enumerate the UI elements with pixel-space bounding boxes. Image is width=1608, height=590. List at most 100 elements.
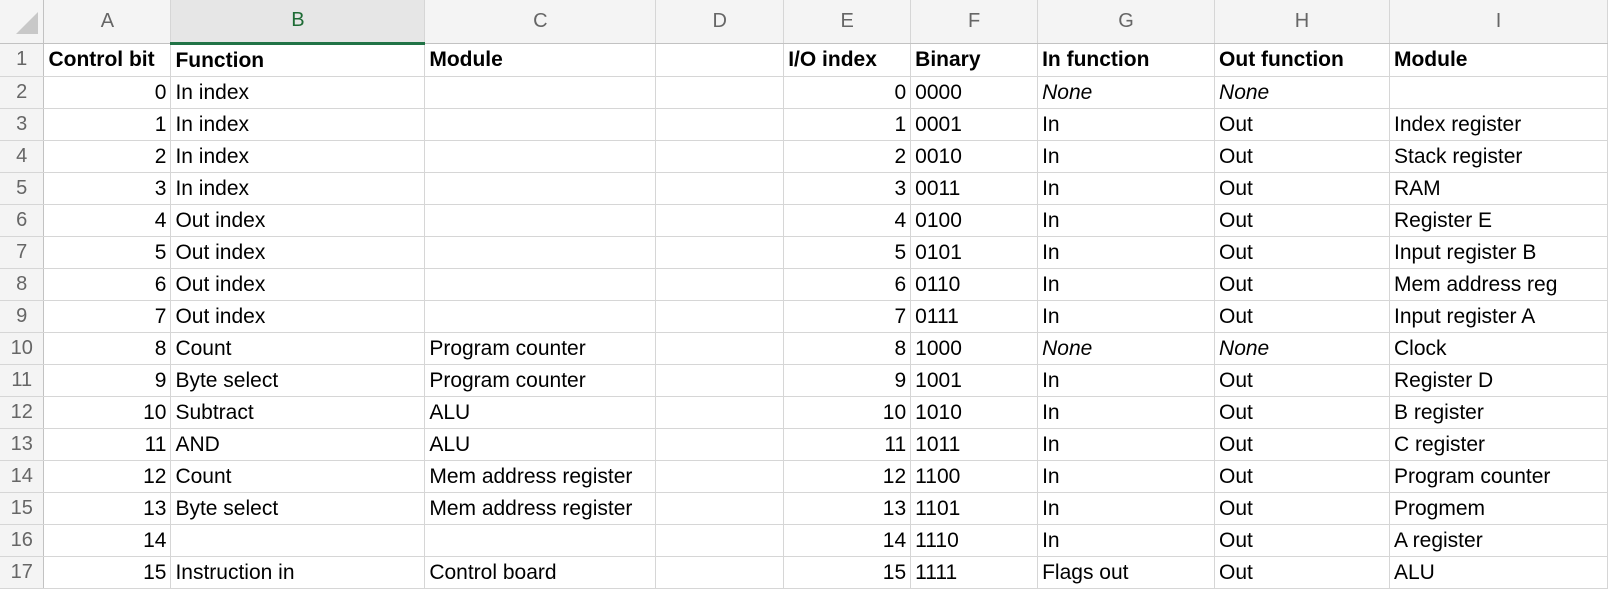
cell-d9[interactable]	[655, 300, 785, 333]
cell-g3[interactable]: In	[1037, 108, 1216, 141]
cell-e8[interactable]: 6	[783, 268, 912, 301]
column-header-f[interactable]: F	[910, 0, 1039, 44]
cell-f13[interactable]: 1011	[910, 428, 1039, 461]
cell-i16[interactable]: A register	[1389, 524, 1608, 557]
cell-b1[interactable]: Function	[170, 43, 426, 77]
row-header[interactable]: 7	[0, 236, 45, 269]
row-header[interactable]: 2	[0, 76, 45, 109]
cell-g11[interactable]: In	[1037, 364, 1216, 397]
cell-h4[interactable]: Out	[1214, 140, 1390, 173]
cell-f3[interactable]: 0001	[910, 108, 1039, 141]
cell-c10[interactable]: Program counter	[424, 332, 657, 365]
cell-h13[interactable]: Out	[1214, 428, 1390, 461]
cell-f7[interactable]: 0101	[910, 236, 1039, 269]
cell-g14[interactable]: In	[1037, 460, 1216, 493]
cell-a9[interactable]: 7	[43, 300, 172, 333]
cell-d15[interactable]	[655, 492, 785, 525]
row-header[interactable]: 5	[0, 172, 45, 205]
cell-c4[interactable]	[424, 140, 657, 173]
cell-e9[interactable]: 7	[783, 300, 912, 333]
cell-a15[interactable]: 13	[43, 492, 172, 525]
cell-f12[interactable]: 1010	[910, 396, 1039, 429]
cell-c8[interactable]	[424, 268, 657, 301]
cell-d13[interactable]	[655, 428, 785, 461]
cell-g7[interactable]: In	[1037, 236, 1216, 269]
cell-f10[interactable]: 1000	[910, 332, 1039, 365]
row-header[interactable]: 10	[0, 332, 45, 365]
cell-h17[interactable]: Out	[1214, 556, 1390, 589]
cell-f14[interactable]: 1100	[910, 460, 1039, 493]
cell-f15[interactable]: 1101	[910, 492, 1039, 525]
cell-e15[interactable]: 13	[783, 492, 912, 525]
cell-g4[interactable]: In	[1037, 140, 1216, 173]
cell-h11[interactable]: Out	[1214, 364, 1390, 397]
cell-g9[interactable]: In	[1037, 300, 1216, 333]
cell-b10[interactable]: Count	[170, 332, 426, 365]
cell-i10[interactable]: Clock	[1389, 332, 1608, 365]
cell-a16[interactable]: 14	[43, 524, 172, 557]
row-header[interactable]: 4	[0, 140, 45, 173]
cell-e4[interactable]: 2	[783, 140, 912, 173]
cell-d5[interactable]	[655, 172, 785, 205]
cell-g1[interactable]: In function	[1037, 43, 1216, 77]
cell-e14[interactable]: 12	[783, 460, 912, 493]
cell-e2[interactable]: 0	[783, 76, 912, 109]
cell-b6[interactable]: Out index	[170, 204, 426, 237]
row-header[interactable]: 14	[0, 460, 45, 493]
row-header[interactable]: 11	[0, 364, 45, 397]
cell-h15[interactable]: Out	[1214, 492, 1390, 525]
cell-i5[interactable]: RAM	[1389, 172, 1608, 205]
cell-b16[interactable]	[170, 524, 426, 557]
cell-b5[interactable]: In index	[170, 172, 426, 205]
cell-c3[interactable]	[424, 108, 657, 141]
cell-c9[interactable]	[424, 300, 657, 333]
row-header[interactable]: 6	[0, 204, 45, 237]
cell-d17[interactable]	[655, 556, 785, 589]
column-header-i[interactable]: I	[1389, 0, 1608, 44]
cell-i17[interactable]: ALU	[1389, 556, 1608, 589]
cell-f17[interactable]: 1111	[910, 556, 1039, 589]
column-header-d[interactable]: D	[655, 0, 785, 44]
column-header-b[interactable]: B	[170, 0, 426, 45]
cell-h2[interactable]: None	[1214, 76, 1390, 109]
row-header[interactable]: 17	[0, 556, 45, 589]
cell-i11[interactable]: Register D	[1389, 364, 1608, 397]
row-header[interactable]: 3	[0, 108, 45, 141]
cell-h8[interactable]: Out	[1214, 268, 1390, 301]
cell-a6[interactable]: 4	[43, 204, 172, 237]
cell-a8[interactable]: 6	[43, 268, 172, 301]
cell-g2[interactable]: None	[1037, 76, 1216, 109]
row-header[interactable]: 16	[0, 524, 45, 557]
cell-b15[interactable]: Byte select	[170, 492, 426, 525]
cell-a10[interactable]: 8	[43, 332, 172, 365]
cell-h6[interactable]: Out	[1214, 204, 1390, 237]
cell-h16[interactable]: Out	[1214, 524, 1390, 557]
column-header-a[interactable]: A	[43, 0, 172, 44]
cell-g8[interactable]: In	[1037, 268, 1216, 301]
row-header[interactable]: 12	[0, 396, 45, 429]
column-header-h[interactable]: H	[1214, 0, 1390, 44]
cell-i8[interactable]: Mem address reg	[1389, 268, 1608, 301]
cell-c7[interactable]	[424, 236, 657, 269]
cell-f9[interactable]: 0111	[910, 300, 1039, 333]
cell-d16[interactable]	[655, 524, 785, 557]
cell-g15[interactable]: In	[1037, 492, 1216, 525]
cell-b9[interactable]: Out index	[170, 300, 426, 333]
row-header[interactable]: 9	[0, 300, 45, 333]
cell-a4[interactable]: 2	[43, 140, 172, 173]
cell-i4[interactable]: Stack register	[1389, 140, 1608, 173]
cell-d8[interactable]	[655, 268, 785, 301]
cell-f11[interactable]: 1001	[910, 364, 1039, 397]
cell-h7[interactable]: Out	[1214, 236, 1390, 269]
cell-i14[interactable]: Program counter	[1389, 460, 1608, 493]
cell-h14[interactable]: Out	[1214, 460, 1390, 493]
cell-g12[interactable]: In	[1037, 396, 1216, 429]
cell-g6[interactable]: In	[1037, 204, 1216, 237]
cell-a5[interactable]: 3	[43, 172, 172, 205]
cell-e17[interactable]: 15	[783, 556, 912, 589]
cell-e7[interactable]: 5	[783, 236, 912, 269]
row-header[interactable]: 1	[0, 43, 45, 77]
column-header-e[interactable]: E	[783, 0, 912, 44]
cell-d11[interactable]	[655, 364, 785, 397]
cell-c2[interactable]	[424, 76, 657, 109]
